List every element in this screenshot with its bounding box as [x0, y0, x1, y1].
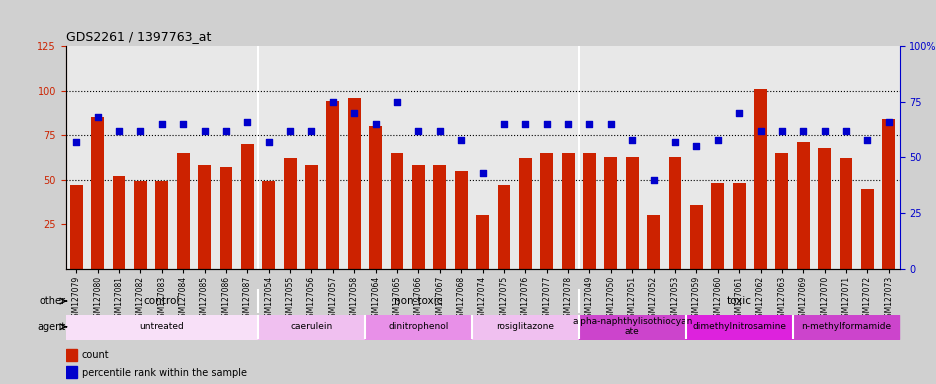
- Bar: [668, 157, 680, 269]
- Bar: [604, 157, 617, 269]
- Point: [560, 121, 575, 127]
- Point: [838, 127, 853, 134]
- Text: percentile rank within the sample: percentile rank within the sample: [82, 367, 247, 377]
- Point: [709, 137, 724, 143]
- Bar: [197, 166, 211, 269]
- Point: [624, 137, 639, 143]
- Point: [368, 121, 383, 127]
- Bar: [369, 126, 382, 269]
- Text: rosiglitazone: rosiglitazone: [496, 322, 554, 331]
- Text: GDS2261 / 1397763_at: GDS2261 / 1397763_at: [66, 30, 211, 43]
- Bar: [647, 215, 659, 269]
- Text: toxic: toxic: [726, 296, 751, 306]
- Bar: [155, 182, 168, 269]
- Bar: [817, 147, 830, 269]
- Bar: [284, 158, 296, 269]
- Bar: [326, 101, 339, 269]
- Point: [431, 127, 446, 134]
- Point: [90, 114, 105, 121]
- Bar: [177, 153, 189, 269]
- Text: untreated: untreated: [139, 322, 184, 331]
- Bar: [732, 183, 745, 269]
- Text: agent: agent: [37, 322, 66, 332]
- Text: n-methylformamide: n-methylformamide: [800, 322, 890, 331]
- Point: [197, 127, 212, 134]
- Bar: [305, 166, 317, 269]
- Bar: [241, 144, 254, 269]
- Point: [881, 119, 896, 125]
- Point: [218, 127, 233, 134]
- Bar: [475, 215, 489, 269]
- Text: other: other: [39, 296, 66, 306]
- Point: [176, 121, 191, 127]
- Point: [688, 143, 703, 149]
- Point: [538, 121, 553, 127]
- Point: [753, 127, 768, 134]
- Point: [773, 127, 788, 134]
- Point: [518, 121, 533, 127]
- Bar: [882, 119, 894, 269]
- Bar: [796, 142, 809, 269]
- Bar: [540, 153, 552, 269]
- Bar: [412, 166, 424, 269]
- Point: [453, 137, 468, 143]
- Bar: [454, 171, 467, 269]
- Bar: [561, 153, 574, 269]
- Bar: [689, 205, 702, 269]
- Bar: [390, 153, 403, 269]
- Bar: [625, 157, 638, 269]
- Text: count: count: [82, 350, 110, 360]
- Point: [859, 137, 874, 143]
- Point: [283, 127, 298, 134]
- Point: [325, 99, 340, 105]
- Bar: [753, 89, 767, 269]
- Point: [581, 121, 596, 127]
- Point: [666, 139, 681, 145]
- Point: [111, 127, 126, 134]
- Bar: [112, 176, 125, 269]
- Bar: [839, 158, 852, 269]
- Bar: [775, 153, 787, 269]
- Bar: [70, 185, 82, 269]
- Bar: [347, 98, 360, 269]
- Text: dinitrophenol: dinitrophenol: [388, 322, 448, 331]
- Bar: [134, 182, 147, 269]
- Point: [68, 139, 83, 145]
- Bar: [497, 185, 510, 269]
- Point: [303, 127, 318, 134]
- Point: [646, 177, 661, 183]
- Text: non-toxic: non-toxic: [394, 296, 442, 306]
- Point: [133, 127, 148, 134]
- Point: [389, 99, 404, 105]
- Bar: [433, 166, 446, 269]
- Bar: [860, 189, 873, 269]
- Point: [240, 119, 255, 125]
- Bar: [91, 118, 104, 269]
- Point: [816, 127, 831, 134]
- Point: [411, 127, 426, 134]
- Bar: [66, 366, 78, 379]
- Point: [261, 139, 276, 145]
- Bar: [710, 183, 724, 269]
- Text: dimethylnitrosamine: dimethylnitrosamine: [692, 322, 785, 331]
- Text: alpha-naphthylisothiocyan
ate: alpha-naphthylisothiocyan ate: [572, 317, 692, 336]
- Bar: [262, 182, 275, 269]
- Point: [475, 170, 490, 176]
- Point: [603, 121, 618, 127]
- Point: [731, 110, 746, 116]
- Text: caerulein: caerulein: [290, 322, 332, 331]
- Bar: [519, 158, 531, 269]
- Point: [346, 110, 361, 116]
- Text: control: control: [143, 296, 180, 306]
- Point: [496, 121, 511, 127]
- Bar: [66, 349, 78, 361]
- Bar: [582, 153, 595, 269]
- Point: [795, 127, 810, 134]
- Point: [154, 121, 169, 127]
- Bar: [219, 167, 232, 269]
